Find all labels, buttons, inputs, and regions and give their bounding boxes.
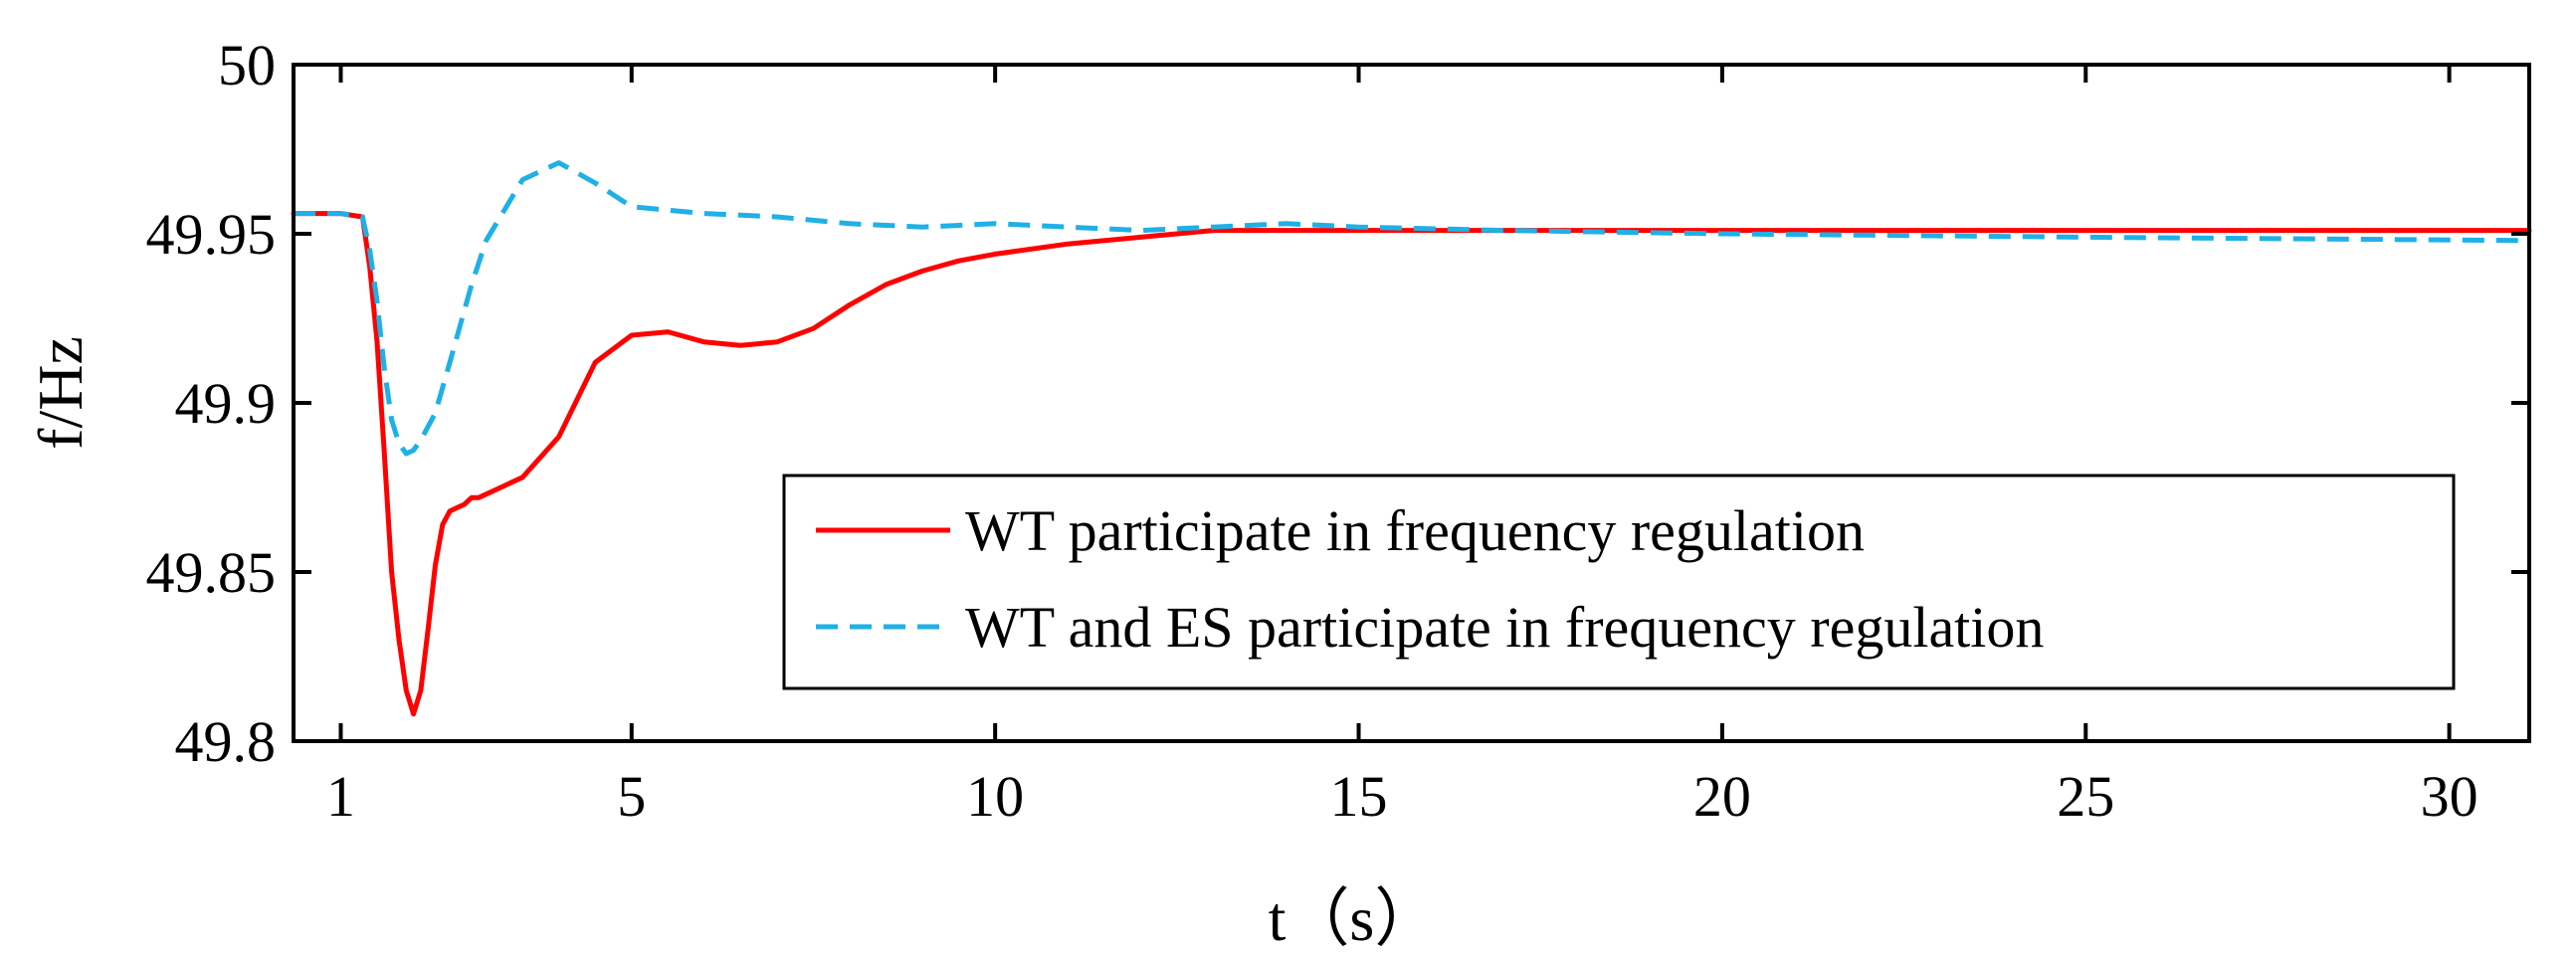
x-tick-label: 1 [326, 764, 355, 829]
x-axis-title: t（s） [1269, 883, 1439, 954]
legend-label-series-2: WT and ES participate in frequency regul… [965, 595, 2044, 660]
x-tick-label: 30 [2421, 764, 2478, 829]
series-line-2 [294, 160, 2530, 457]
series-line-1 [291, 211, 2532, 717]
x-tick-label: 20 [1693, 764, 1751, 829]
x-tick-label: 10 [966, 764, 1024, 829]
y-axis-title: f/Hz [25, 336, 96, 450]
x-tick-label: 15 [1330, 764, 1388, 829]
legend-box [782, 474, 2456, 690]
series-layer [291, 160, 2532, 717]
legend: WT participate in frequency regulation W… [782, 474, 2456, 690]
y-tick-label: 49.95 [146, 202, 277, 267]
x-tick-label: 5 [617, 764, 646, 829]
y-tick-label: 49.8 [175, 709, 277, 774]
y-tick-label: 50 [218, 33, 276, 97]
legend-label-series-1: WT participate in frequency regulation [965, 498, 1865, 563]
x-tick-label: 25 [2057, 764, 2114, 829]
y-tick-label: 49.85 [146, 540, 277, 605]
y-tick-label: 49.9 [175, 371, 277, 436]
